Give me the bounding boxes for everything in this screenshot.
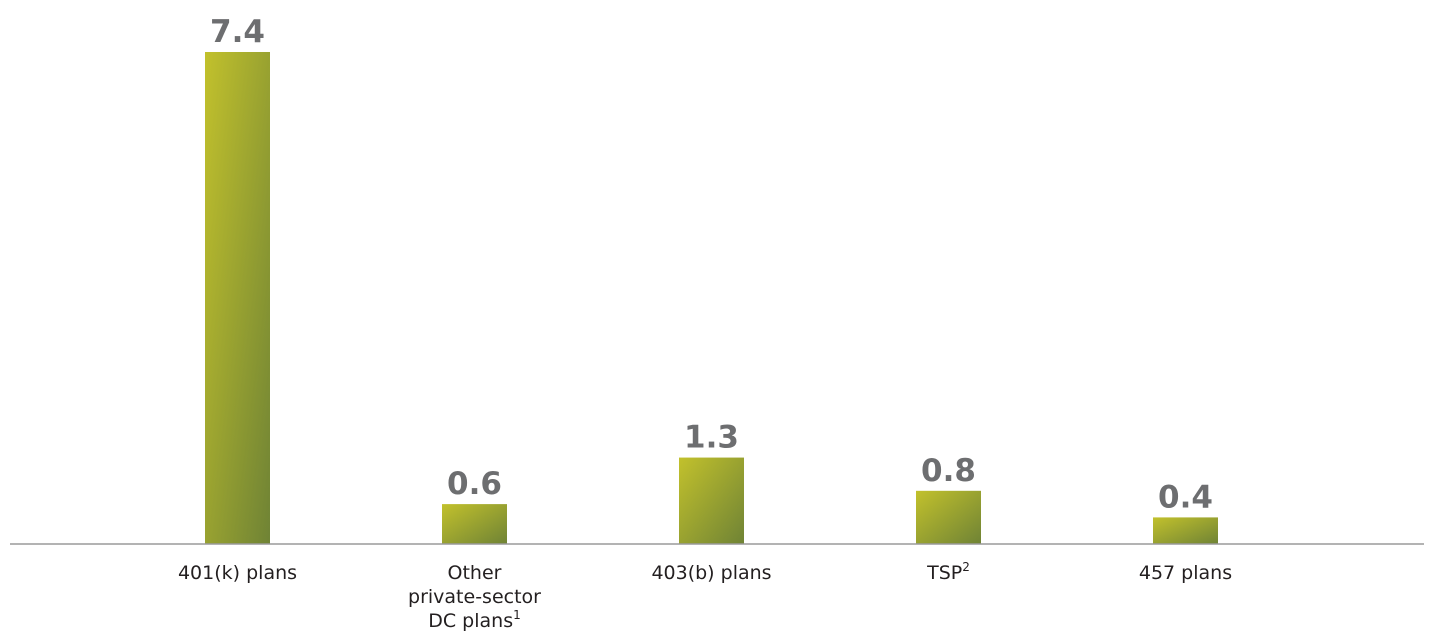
category-label-2: 403(b) plans [651, 562, 771, 584]
value-label-3: 0.8 [921, 453, 976, 489]
value-label-1: 0.6 [447, 466, 502, 502]
category-label-line: Other [448, 562, 502, 584]
bar-0 [205, 52, 270, 544]
category-labels-group: 401(k) plans Other private-sector DC plans1… [178, 560, 1232, 632]
category-label-line: TSP [926, 562, 962, 584]
category-label-line: private-sector [408, 586, 541, 608]
bars-group: 7.4 0.6 1.3 0.8 0.4 [205, 14, 1218, 544]
category-label-line: DC plans [428, 610, 513, 632]
category-label-line: 457 plans [1139, 562, 1232, 584]
bar-1 [442, 504, 507, 544]
value-label-4: 0.4 [1158, 479, 1213, 515]
footnote-marker: 2 [962, 560, 970, 574]
value-label-2: 1.3 [684, 420, 739, 456]
category-label-line: 403(b) plans [651, 562, 771, 584]
bar-2 [679, 457, 744, 544]
bar-4 [1153, 517, 1218, 544]
category-label-line: 401(k) plans [178, 562, 297, 584]
category-label-1: Other private-sector DC plans1 [408, 562, 541, 632]
category-label-0: 401(k) plans [178, 562, 297, 584]
category-label-4: 457 plans [1139, 562, 1232, 584]
category-label-3: TSP2 [926, 560, 970, 584]
value-label-0: 7.4 [210, 14, 265, 50]
footnote-marker: 1 [513, 608, 521, 622]
bar-3 [916, 490, 981, 544]
